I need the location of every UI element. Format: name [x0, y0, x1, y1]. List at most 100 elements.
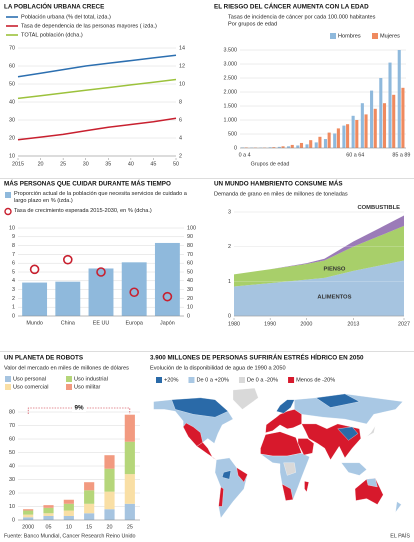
area-label: PIENSO	[323, 267, 345, 273]
area-label: ALIMENTOS	[317, 294, 351, 300]
marker	[129, 287, 139, 298]
map-title: 3.900 MILLONES DE PERSONAS SUFRIRÁN ESTR…	[150, 353, 364, 362]
y-tick-label: 10	[9, 153, 15, 159]
bar	[23, 509, 34, 511]
legend-label: Uso comercial	[13, 384, 48, 390]
marker	[96, 267, 106, 277]
x-tick-label: 2013	[347, 321, 359, 327]
legend-swatch	[5, 192, 11, 198]
legend-label: Mujeres	[380, 33, 400, 39]
bar	[401, 87, 405, 148]
y-tick-label: 50	[187, 269, 193, 275]
y-tick-label: 40	[9, 99, 15, 105]
x-tick-label: 40	[128, 161, 134, 167]
y-tick-label: 40	[9, 463, 15, 469]
bar	[43, 507, 54, 514]
map-region	[395, 501, 402, 513]
map-region	[366, 425, 376, 437]
y-tick-label: 1.500	[224, 103, 238, 109]
map-region	[260, 431, 302, 457]
series-line	[17, 117, 177, 141]
chart-title: LA POBLACIÓN URBANA CRECE	[4, 2, 104, 11]
legend-label: De 0 a +20%	[196, 377, 229, 383]
map-region	[232, 387, 259, 410]
bar	[240, 147, 245, 148]
x-tick-label: 30	[83, 161, 89, 167]
map-region	[222, 470, 232, 480]
map-region	[265, 409, 302, 433]
legend-label: Uso industrial	[74, 376, 108, 382]
legend-label: De 0 a -20%	[247, 377, 278, 383]
bar	[23, 517, 34, 520]
map-region	[218, 486, 224, 507]
y-tick-label: 2	[12, 296, 15, 302]
y-tick-label: 20	[187, 296, 193, 302]
bar	[342, 125, 346, 148]
x-tick-label: 35	[105, 161, 111, 167]
bar	[287, 146, 291, 148]
chart-subtitle: Por grupos de edad	[228, 21, 277, 27]
chart-title: UN MUNDO HAMBRIENTO CONSUME MÁS	[214, 179, 343, 188]
bar	[63, 499, 74, 504]
legend-label: Menos de -20%	[296, 377, 335, 383]
legend-swatch	[188, 377, 195, 383]
bar	[296, 145, 300, 148]
map-region	[260, 452, 310, 501]
y-tick-label: 3.000	[224, 61, 238, 67]
y-tick-label: 20	[9, 135, 15, 141]
y-tick-label: 0	[12, 313, 15, 319]
legend-label: Tasa de dependencia de las personas mayo…	[21, 23, 157, 29]
bar	[388, 62, 392, 148]
y-tick-label: 5	[12, 269, 15, 275]
x-tick-label: 25	[127, 524, 133, 530]
legend-swatch	[5, 376, 11, 382]
map-region	[283, 462, 296, 476]
bar	[244, 147, 248, 148]
y-tick-label: 60	[187, 261, 193, 267]
y-tick-label: 100	[187, 225, 196, 231]
y-tick-label: 2	[179, 153, 182, 159]
y-tick-label: 0	[228, 313, 231, 319]
annotation: 9%	[74, 405, 84, 412]
bar	[272, 147, 276, 148]
legend-label: TOTAL población (dcha.)	[21, 32, 83, 38]
legend-swatch	[330, 33, 336, 39]
y-tick-label: 4	[12, 278, 15, 284]
map-region	[366, 478, 378, 488]
y-tick-label: 10	[9, 225, 15, 231]
x-tick-label: Europa	[126, 320, 143, 326]
y-tick-label: 40	[187, 278, 193, 284]
marker	[29, 264, 40, 275]
bar	[299, 142, 304, 148]
y-tick-label: 7	[12, 252, 15, 258]
bar	[124, 414, 135, 442]
legend-swatch	[156, 377, 162, 383]
legend-swatch	[288, 377, 295, 383]
y-tick-label: 9	[12, 234, 15, 240]
legend-swatch	[372, 33, 378, 39]
bar	[63, 503, 74, 511]
y-tick-label: 50	[9, 450, 15, 456]
x-tick-label: 20	[38, 161, 44, 167]
x-tick-label: Japón	[160, 320, 175, 326]
area	[234, 225, 404, 287]
x-tick-label: 15	[86, 524, 92, 530]
y-tick-label: 0	[234, 145, 237, 151]
y-tick-label: 70	[9, 423, 15, 429]
bar	[333, 133, 337, 148]
y-tick-label: 60	[9, 436, 15, 442]
legend-label: Población urbana (% del total, izda.)	[21, 14, 111, 20]
map-subtitle: Evolución de la disponibilidad de agua d…	[150, 365, 286, 371]
x-tick-label: 85 a 89	[392, 152, 410, 158]
bar	[104, 509, 115, 520]
y-tick-label: 3	[12, 287, 15, 293]
bar	[124, 441, 135, 475]
map-region	[276, 399, 295, 414]
y-tick-label: 3	[228, 209, 231, 215]
bar	[397, 50, 401, 148]
annotation-bg	[72, 404, 86, 412]
bar	[360, 103, 364, 148]
x-tick-label: EE UU	[93, 320, 110, 326]
y-tick-label: 2	[228, 244, 231, 250]
legend-label: +20%	[164, 377, 178, 383]
